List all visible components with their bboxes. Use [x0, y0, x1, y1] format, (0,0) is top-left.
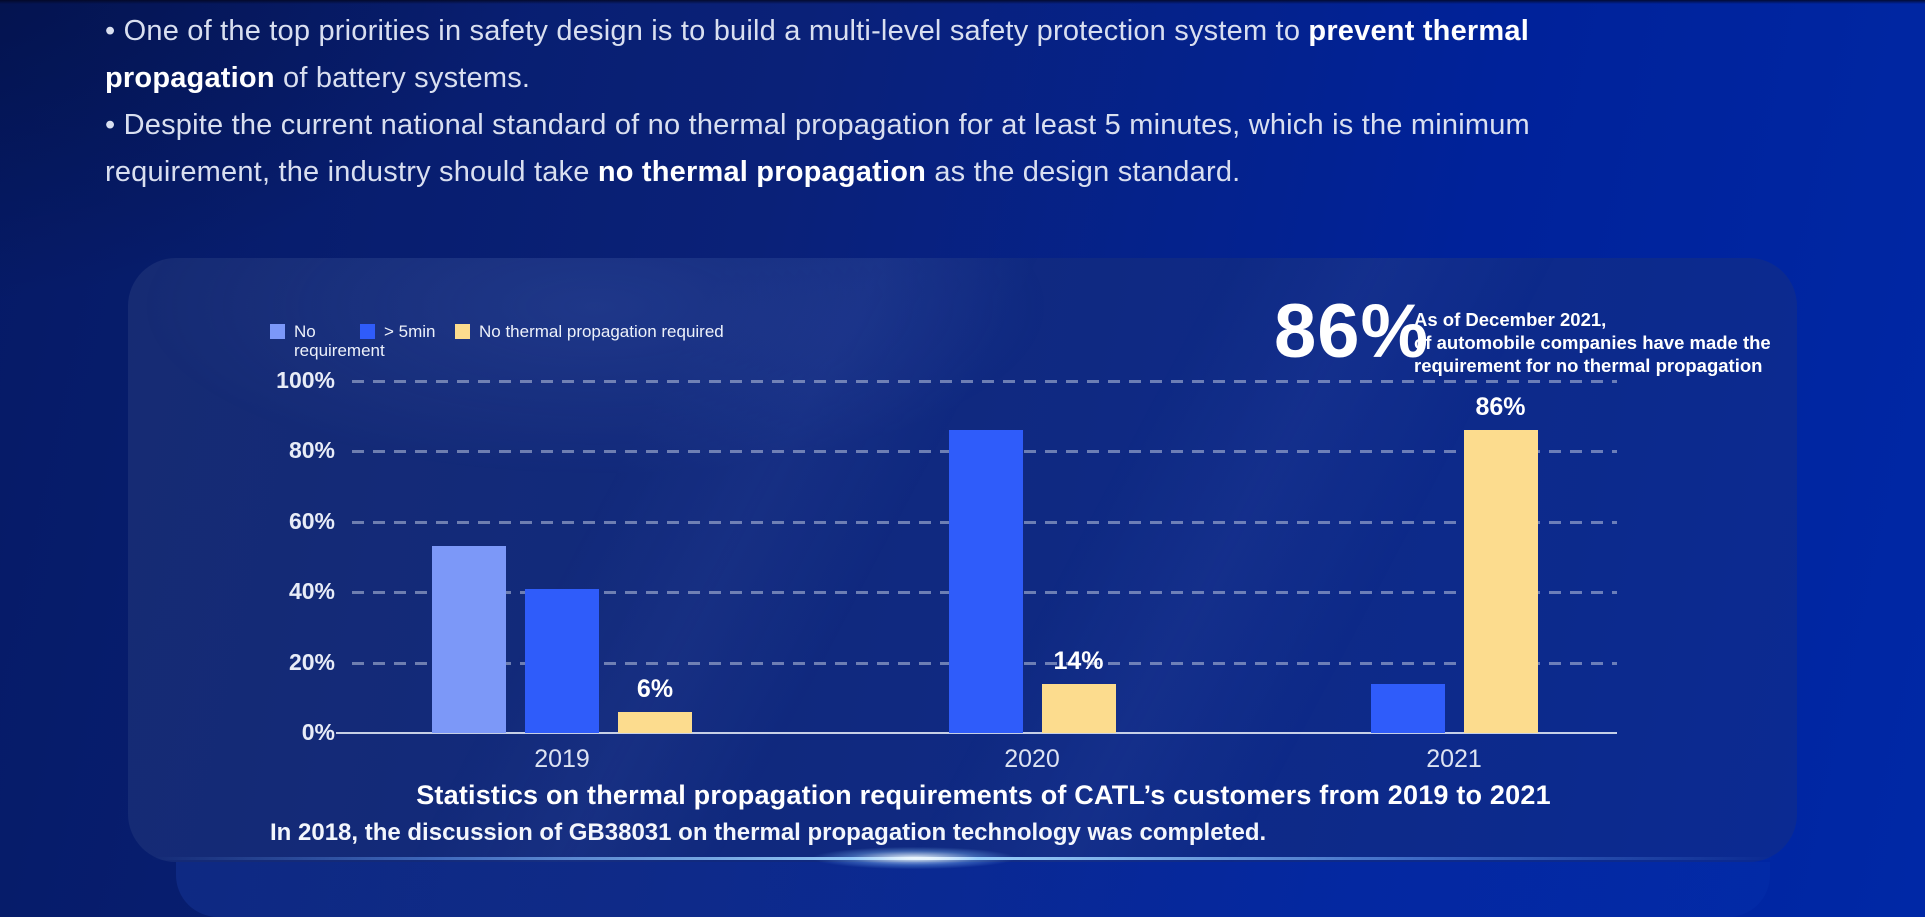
legend-item: No requirement [270, 322, 398, 360]
bar-value-label: 14% [1053, 646, 1104, 675]
bullet-bold-text: no thermal propagation [597, 156, 927, 188]
legend-label: No thermal propagation required [479, 322, 724, 341]
y-tick-label: 20% [288, 648, 335, 675]
bullet-line: • One of the top priorities in safety de… [105, 8, 1670, 55]
sub-panel [176, 862, 1770, 917]
glow-divider [150, 847, 1775, 869]
legend: No requirement > 5min No thermal propagati… [270, 322, 970, 368]
bullet-normal-text: • Despite the current national standard … [105, 109, 1530, 141]
legend-swatch-icon [360, 324, 375, 339]
stat-value: 86% [1274, 289, 1430, 374]
stat-description: As of December 2021, of automobile compa… [1414, 308, 1794, 377]
chart-title: Statistics on thermal propagation requir… [416, 780, 1551, 810]
y-tick-label: 80% [288, 437, 335, 464]
legend-swatch-icon [270, 324, 285, 339]
axis-baseline [336, 732, 1617, 734]
x-tick-label: 2020 [1004, 745, 1060, 773]
legend-label: No requirement [294, 322, 385, 360]
bar-value-label: 6% [636, 674, 674, 703]
chart-footnote: In 2018, the discussion of GB38031 on th… [270, 819, 1267, 846]
bullet-bold-text: propagation [105, 62, 275, 94]
y-axis-labels: 0% 20% 40% 60% 80% 100% [168, 367, 335, 745]
bar-value-label: 86% [1475, 393, 1526, 422]
bar [1041, 683, 1116, 733]
bar [1370, 683, 1445, 733]
y-tick-label: 40% [288, 578, 335, 605]
bullet-line: • Despite the current national standard … [105, 102, 1670, 149]
bar [948, 430, 1023, 733]
legend-item: No thermal propagation required [455, 322, 724, 341]
bar [618, 711, 692, 733]
bar [1463, 430, 1538, 733]
x-tick-label: 2021 [1426, 745, 1482, 773]
chart-plot: 6% 2019 14% 2020 86% 2021 [336, 380, 1617, 773]
y-tick-label: 100% [276, 367, 335, 393]
bullet-normal-text: as the design standard. [926, 156, 1241, 188]
y-tick-label: 0% [301, 719, 335, 745]
bullet-bold-text: prevent thermal [1308, 15, 1529, 47]
stat-description-line: As of December 2021, [1414, 309, 1607, 330]
bar [525, 588, 599, 733]
legend-swatch-icon [455, 324, 470, 339]
y-tick-label: 60% [288, 507, 335, 534]
bullet-normal-text: requirement, the industry should take [105, 156, 598, 188]
gridline [352, 380, 1617, 383]
legend-label: > 5min [384, 322, 436, 341]
bar [432, 546, 506, 733]
x-tick-label: 2019 [534, 745, 590, 773]
bullet-line: requirement, the industry should take no… [105, 149, 1670, 196]
stat-description-line: of automobile companies have made the [1414, 332, 1771, 353]
bullet-normal-text: • One of the top priorities in safety de… [105, 15, 1309, 47]
bullet-line: propagation of battery systems. [105, 55, 1670, 102]
chart-panel: No requirement > 5min No thermal propagati… [128, 258, 1797, 869]
bullet-text: • One of the top priorities in safety de… [105, 8, 1670, 196]
stat-description-line: requirement for no thermal propagation [1414, 355, 1763, 376]
legend-item: > 5min [360, 322, 436, 341]
bullet-normal-text: of battery systems. [274, 62, 531, 94]
